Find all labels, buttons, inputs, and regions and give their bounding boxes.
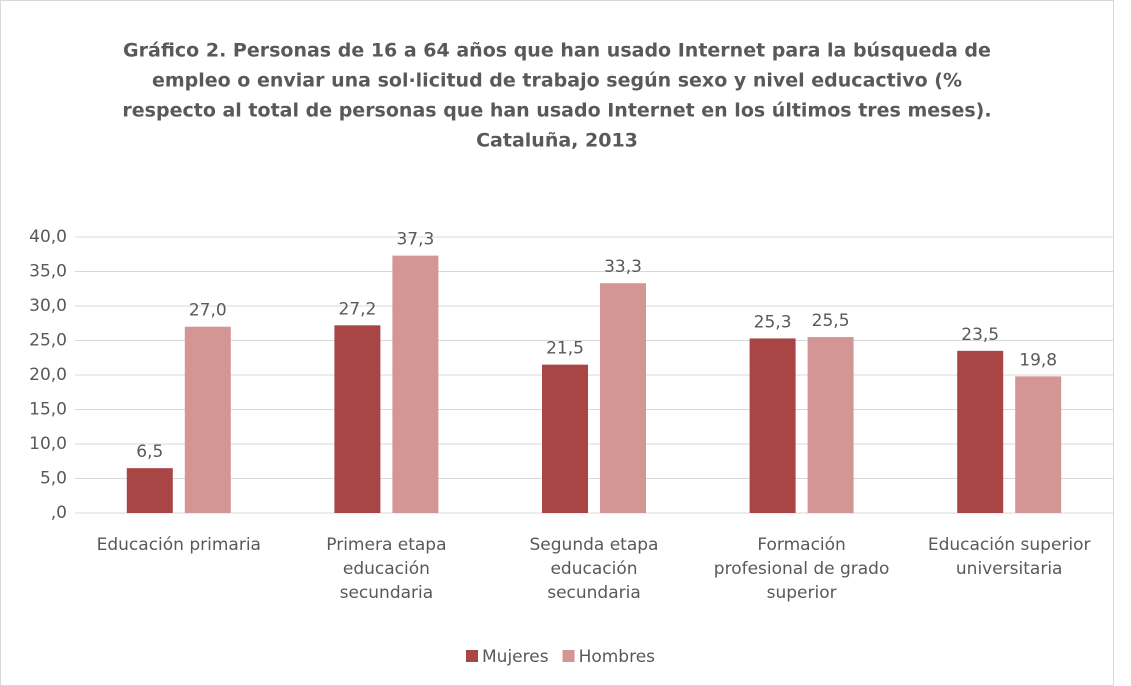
data-label: 21,5 (546, 339, 584, 359)
bar (807, 337, 854, 513)
x-tick-label: Segunda etapa educación secundaria (529, 535, 659, 603)
data-label: 23,5 (961, 325, 999, 345)
bar (542, 364, 588, 513)
y-tick-label: 20,0 (29, 365, 67, 385)
chart-title: empleo o enviar una sol·licitud de traba… (152, 70, 962, 92)
y-tick-label: 5,0 (40, 469, 67, 489)
data-label: 25,3 (754, 312, 792, 332)
bar (957, 350, 1004, 513)
legend-swatch (466, 650, 478, 662)
data-label: 33,3 (604, 257, 642, 277)
y-tick-label: 25,0 (29, 331, 67, 351)
bar (1015, 376, 1062, 513)
chart-title: Cataluña, 2013 (476, 130, 638, 152)
legend-swatch (562, 650, 575, 662)
legend-label: Hombres (579, 647, 656, 667)
y-tick-label: 15,0 (29, 400, 67, 420)
y-tick-label: 30,0 (29, 296, 67, 316)
bar (600, 283, 646, 513)
data-label: 19,8 (1019, 350, 1057, 370)
y-tick-label: 35,0 (29, 262, 67, 282)
bar (392, 255, 439, 513)
chart-title: Gráfico 2. Personas de 16 a 64 años que … (123, 40, 991, 62)
data-label: 27,0 (189, 301, 227, 321)
x-tick-label: Educación superior universitaria (927, 535, 1091, 579)
chart-title: respecto al total de personas que han us… (122, 100, 991, 122)
bar (184, 326, 231, 513)
y-tick-label: ,0 (51, 503, 67, 523)
bar (749, 338, 796, 513)
y-tick-label: 40,0 (29, 227, 67, 247)
bar (126, 468, 173, 513)
data-label: 6,5 (136, 442, 163, 462)
data-label: 25,5 (812, 311, 850, 331)
x-tick-label: Primera etapa educación secundaria (326, 535, 447, 603)
bar (334, 325, 381, 513)
data-label: 27,2 (338, 299, 376, 319)
legend-label: Mujeres (482, 647, 549, 667)
x-tick-label: Educación primaria (96, 535, 261, 555)
x-tick-label: Formación profesional de grado superior (713, 535, 890, 603)
y-tick-label: 10,0 (29, 434, 67, 454)
data-label: 37,3 (396, 230, 434, 250)
